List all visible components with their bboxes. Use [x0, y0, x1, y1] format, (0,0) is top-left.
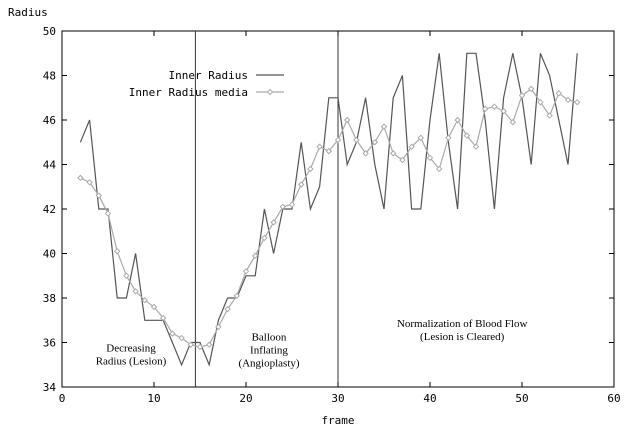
y-tick-label: 48	[43, 70, 56, 83]
data-point	[537, 98, 544, 106]
data-point	[297, 181, 305, 188]
data-point	[408, 143, 415, 150]
data-point	[104, 210, 112, 217]
data-point	[362, 150, 369, 157]
y-tick-label: 34	[43, 381, 57, 394]
data-point	[123, 272, 130, 279]
data-point	[454, 116, 461, 124]
data-point	[279, 203, 287, 210]
data-point	[288, 201, 296, 208]
data-point	[325, 147, 333, 155]
x-tick-label: 0	[59, 392, 66, 405]
data-point	[463, 132, 471, 139]
y-tick-label: 50	[43, 25, 56, 38]
data-point	[159, 314, 167, 322]
data-point	[573, 98, 581, 106]
data-point	[353, 136, 360, 144]
data-point	[509, 119, 517, 126]
data-point	[169, 330, 176, 337]
data-point	[270, 219, 277, 226]
x-tick-label: 20	[239, 392, 252, 405]
data-point	[389, 150, 397, 157]
data-point	[445, 134, 452, 142]
y-tick-label: 40	[43, 248, 56, 261]
phase-annotation: Decreasing Radius (Lesion)	[96, 342, 167, 367]
data-point	[417, 134, 425, 142]
data-point	[233, 292, 241, 299]
data-point	[150, 303, 158, 311]
data-point	[426, 154, 434, 162]
data-point	[141, 297, 149, 304]
data-point	[307, 165, 314, 173]
y-tick-label: 44	[43, 159, 57, 172]
data-point	[242, 268, 250, 275]
x-tick-label: 10	[147, 392, 160, 405]
data-point	[205, 341, 213, 348]
data-point	[472, 143, 480, 150]
data-point	[500, 107, 507, 115]
data-point	[316, 143, 323, 150]
phase-annotation: Normalization of Blood Flow (Lesion is Cl…	[397, 318, 528, 343]
legend-label: Inner Radius media	[129, 86, 248, 99]
y-tick-label: 38	[43, 292, 56, 305]
data-point	[564, 96, 572, 104]
data-point	[196, 343, 204, 351]
x-tick-label: 60	[607, 392, 620, 405]
data-point	[546, 112, 553, 119]
data-point	[224, 305, 231, 313]
data-point	[251, 252, 259, 259]
y-tick-label: 46	[43, 114, 56, 127]
legend-label: Inner Radius	[169, 69, 248, 82]
data-point	[380, 123, 388, 130]
data-point	[343, 116, 351, 124]
data-point	[132, 288, 139, 295]
x-tick-label: 30	[331, 392, 344, 405]
data-point	[95, 192, 103, 199]
y-axis-label: Radius	[8, 6, 48, 19]
data-point	[178, 334, 185, 342]
data-point	[371, 139, 379, 146]
data-point	[261, 234, 268, 242]
data-point	[77, 174, 84, 182]
y-tick-label: 36	[43, 337, 56, 350]
data-point	[491, 103, 498, 110]
y-tick-label: 42	[43, 203, 56, 216]
phase-annotation: Balloon Inflating (Angioplasty)	[238, 331, 299, 369]
data-point	[555, 90, 563, 97]
data-point	[215, 323, 222, 331]
x-tick-label: 40	[423, 392, 436, 405]
x-tick-label: 50	[515, 392, 528, 405]
data-point	[113, 248, 121, 255]
legend-marker	[266, 88, 274, 96]
data-point	[481, 105, 489, 113]
data-point	[435, 165, 443, 173]
data-point	[86, 179, 93, 186]
data-point	[187, 341, 195, 348]
data-point	[334, 136, 342, 144]
x-axis-label: frame	[321, 414, 354, 427]
data-point	[518, 92, 526, 99]
data-point	[527, 85, 535, 93]
data-point	[399, 156, 406, 164]
